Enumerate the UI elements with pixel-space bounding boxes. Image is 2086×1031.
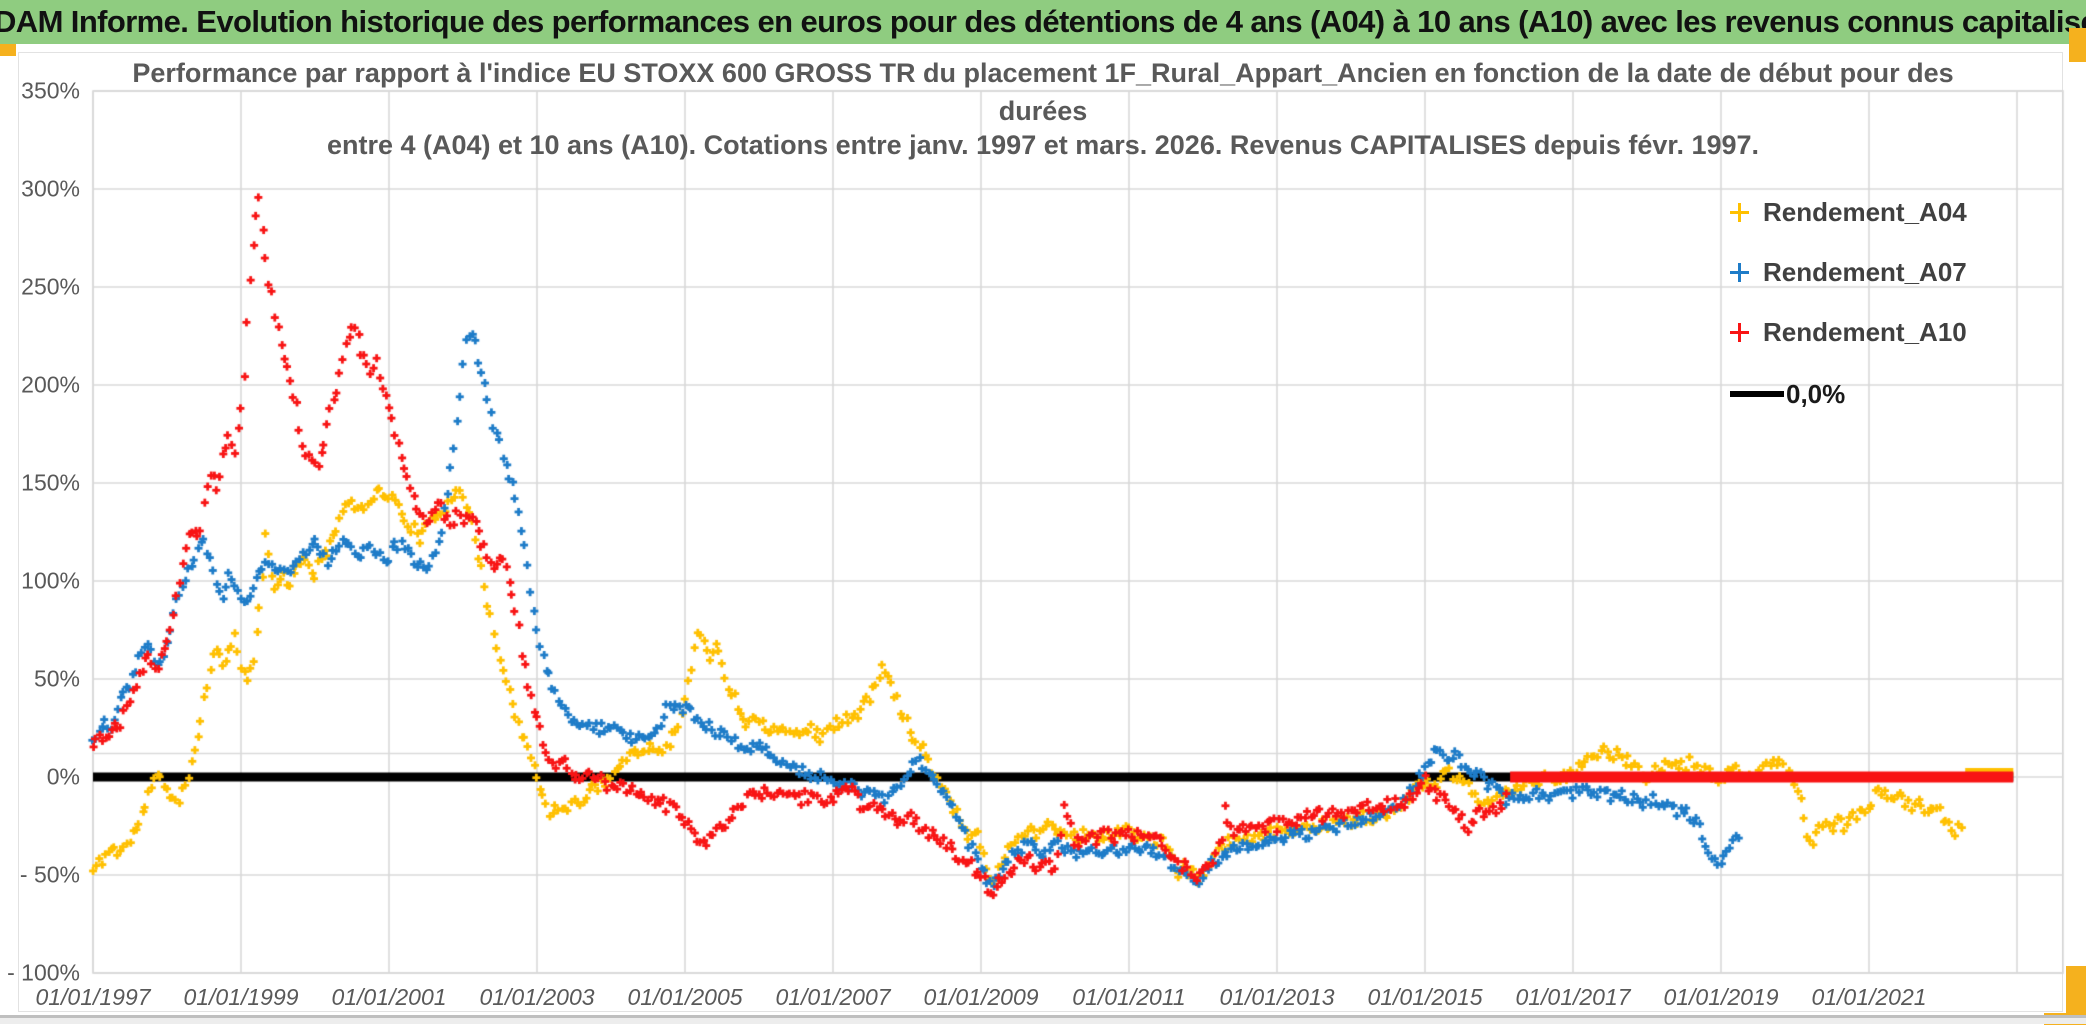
legend-item-rendement-a07: Rendement_A07 [1730, 252, 1967, 292]
y-axis-label: 200% [21, 371, 80, 398]
legend-label: Rendement_A04 [1763, 196, 1967, 227]
x-axis-label: 01/01/2015 [1367, 984, 1483, 1010]
x-axis-label: 01/01/2013 [1219, 984, 1335, 1010]
chart-title-line-2: durées [998, 96, 1088, 126]
x-axis-label: 01/01/2009 [923, 984, 1039, 1010]
y-axis-label: - 50% [19, 861, 80, 888]
x-axis-label: 01/01/1997 [35, 984, 151, 1010]
plus-marker-icon [1730, 322, 1749, 342]
legend-label: Rendement_A07 [1763, 256, 1967, 287]
bottom-divider-light [0, 1017, 2086, 1024]
bottom-divider-dark [0, 1015, 2086, 1018]
legend-item-rendement-a04: Rendement_A04 [1730, 192, 1967, 232]
x-axis-label: 01/01/2005 [627, 984, 743, 1010]
zero-line-swatch-icon [1730, 391, 1784, 397]
x-axis-label: 01/01/1999 [183, 984, 299, 1010]
legend-item-zero-line: 0,0% [1730, 374, 1845, 414]
x-axis-label: 01/01/2021 [1811, 984, 1927, 1010]
chart-title-line-1: Performance par rapport à l'indice EU ST… [132, 58, 1954, 88]
y-axis-label: 350% [21, 77, 80, 104]
plus-marker-icon [1730, 202, 1749, 222]
legend-item-rendement-a10: Rendement_A10 [1730, 312, 1967, 352]
x-axis-label: 01/01/2017 [1515, 984, 1631, 1010]
chart-title-line-3: entre 4 (A04) et 10 ans (A10). Cotations… [326, 130, 1760, 160]
legend-label: 0,0% [1786, 378, 1846, 409]
y-axis-label: 300% [21, 175, 80, 202]
y-axis-label: 50% [33, 665, 80, 692]
y-axis-label: 150% [21, 469, 80, 496]
y-axis-label: 250% [21, 273, 80, 300]
y-axis-label: 100% [21, 567, 80, 594]
x-axis-label: 01/01/2003 [479, 984, 595, 1010]
plus-marker-icon [1730, 262, 1749, 282]
y-axis-label: 0% [46, 763, 80, 790]
x-axis-label: 01/01/2001 [331, 984, 447, 1010]
x-axis-label: 01/01/2011 [1072, 984, 1186, 1010]
x-axis-label: 01/01/2019 [1663, 984, 1779, 1010]
x-axis-label: 01/01/2007 [775, 984, 891, 1010]
y-axis-label: - 100% [7, 959, 80, 986]
legend-label: Rendement_A10 [1763, 316, 1967, 347]
